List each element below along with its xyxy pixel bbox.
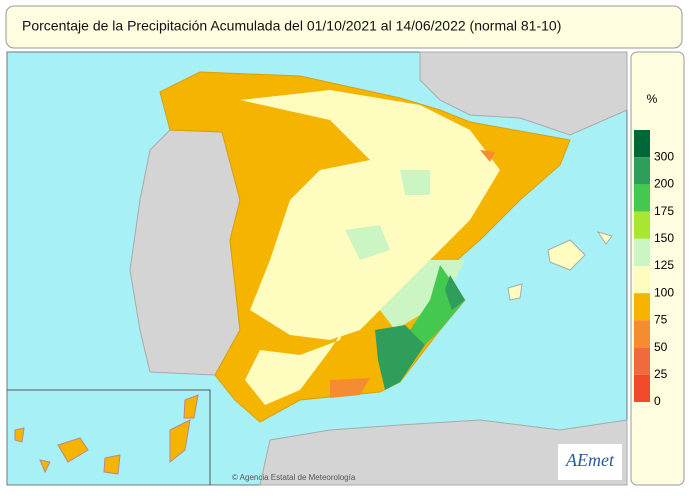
legend-label: 200 <box>654 177 674 191</box>
logo: AEmet <box>565 450 615 470</box>
france <box>419 51 628 136</box>
africa <box>259 419 628 486</box>
legend-swatch <box>634 347 650 375</box>
canary-inset <box>7 389 211 485</box>
legend-swatch <box>634 293 650 321</box>
legend-label: 150 <box>654 231 674 245</box>
legend-swatch <box>634 184 650 212</box>
legend-swatch <box>634 374 650 402</box>
legend-swatch <box>634 130 650 158</box>
logo-box <box>558 444 622 480</box>
balearic-islands <box>507 231 613 301</box>
legend-unit: % <box>647 92 658 106</box>
canary-islands <box>14 394 199 475</box>
portugal <box>129 129 241 376</box>
legend-label: 75 <box>654 313 668 327</box>
map: © Agencia Estatal de Meteorología AEmet <box>6 51 628 486</box>
legend-swatch <box>634 320 650 348</box>
region-extreme <box>375 275 465 390</box>
legend-swatch <box>634 266 650 294</box>
legend-label: 100 <box>654 285 674 299</box>
legend-label: 125 <box>654 258 674 272</box>
legend-swatch <box>634 238 650 266</box>
legend-label: 50 <box>654 340 668 354</box>
legend-label: 175 <box>654 204 674 218</box>
region-normal-south <box>245 130 470 405</box>
legend: % 300 200 175 150 125 100 75 50 25 0 <box>630 51 685 486</box>
legend-label: 0 <box>654 394 661 408</box>
title: Porcentaje de la Precipitación Acumulada… <box>22 18 561 34</box>
legend-label: 25 <box>654 367 668 381</box>
legend-swatch <box>634 157 650 185</box>
credit: © Agencia Estatal de Meteorología <box>232 473 356 482</box>
title-box <box>5 5 683 49</box>
legend-label: 300 <box>654 149 674 163</box>
legend-swatch <box>634 211 650 239</box>
